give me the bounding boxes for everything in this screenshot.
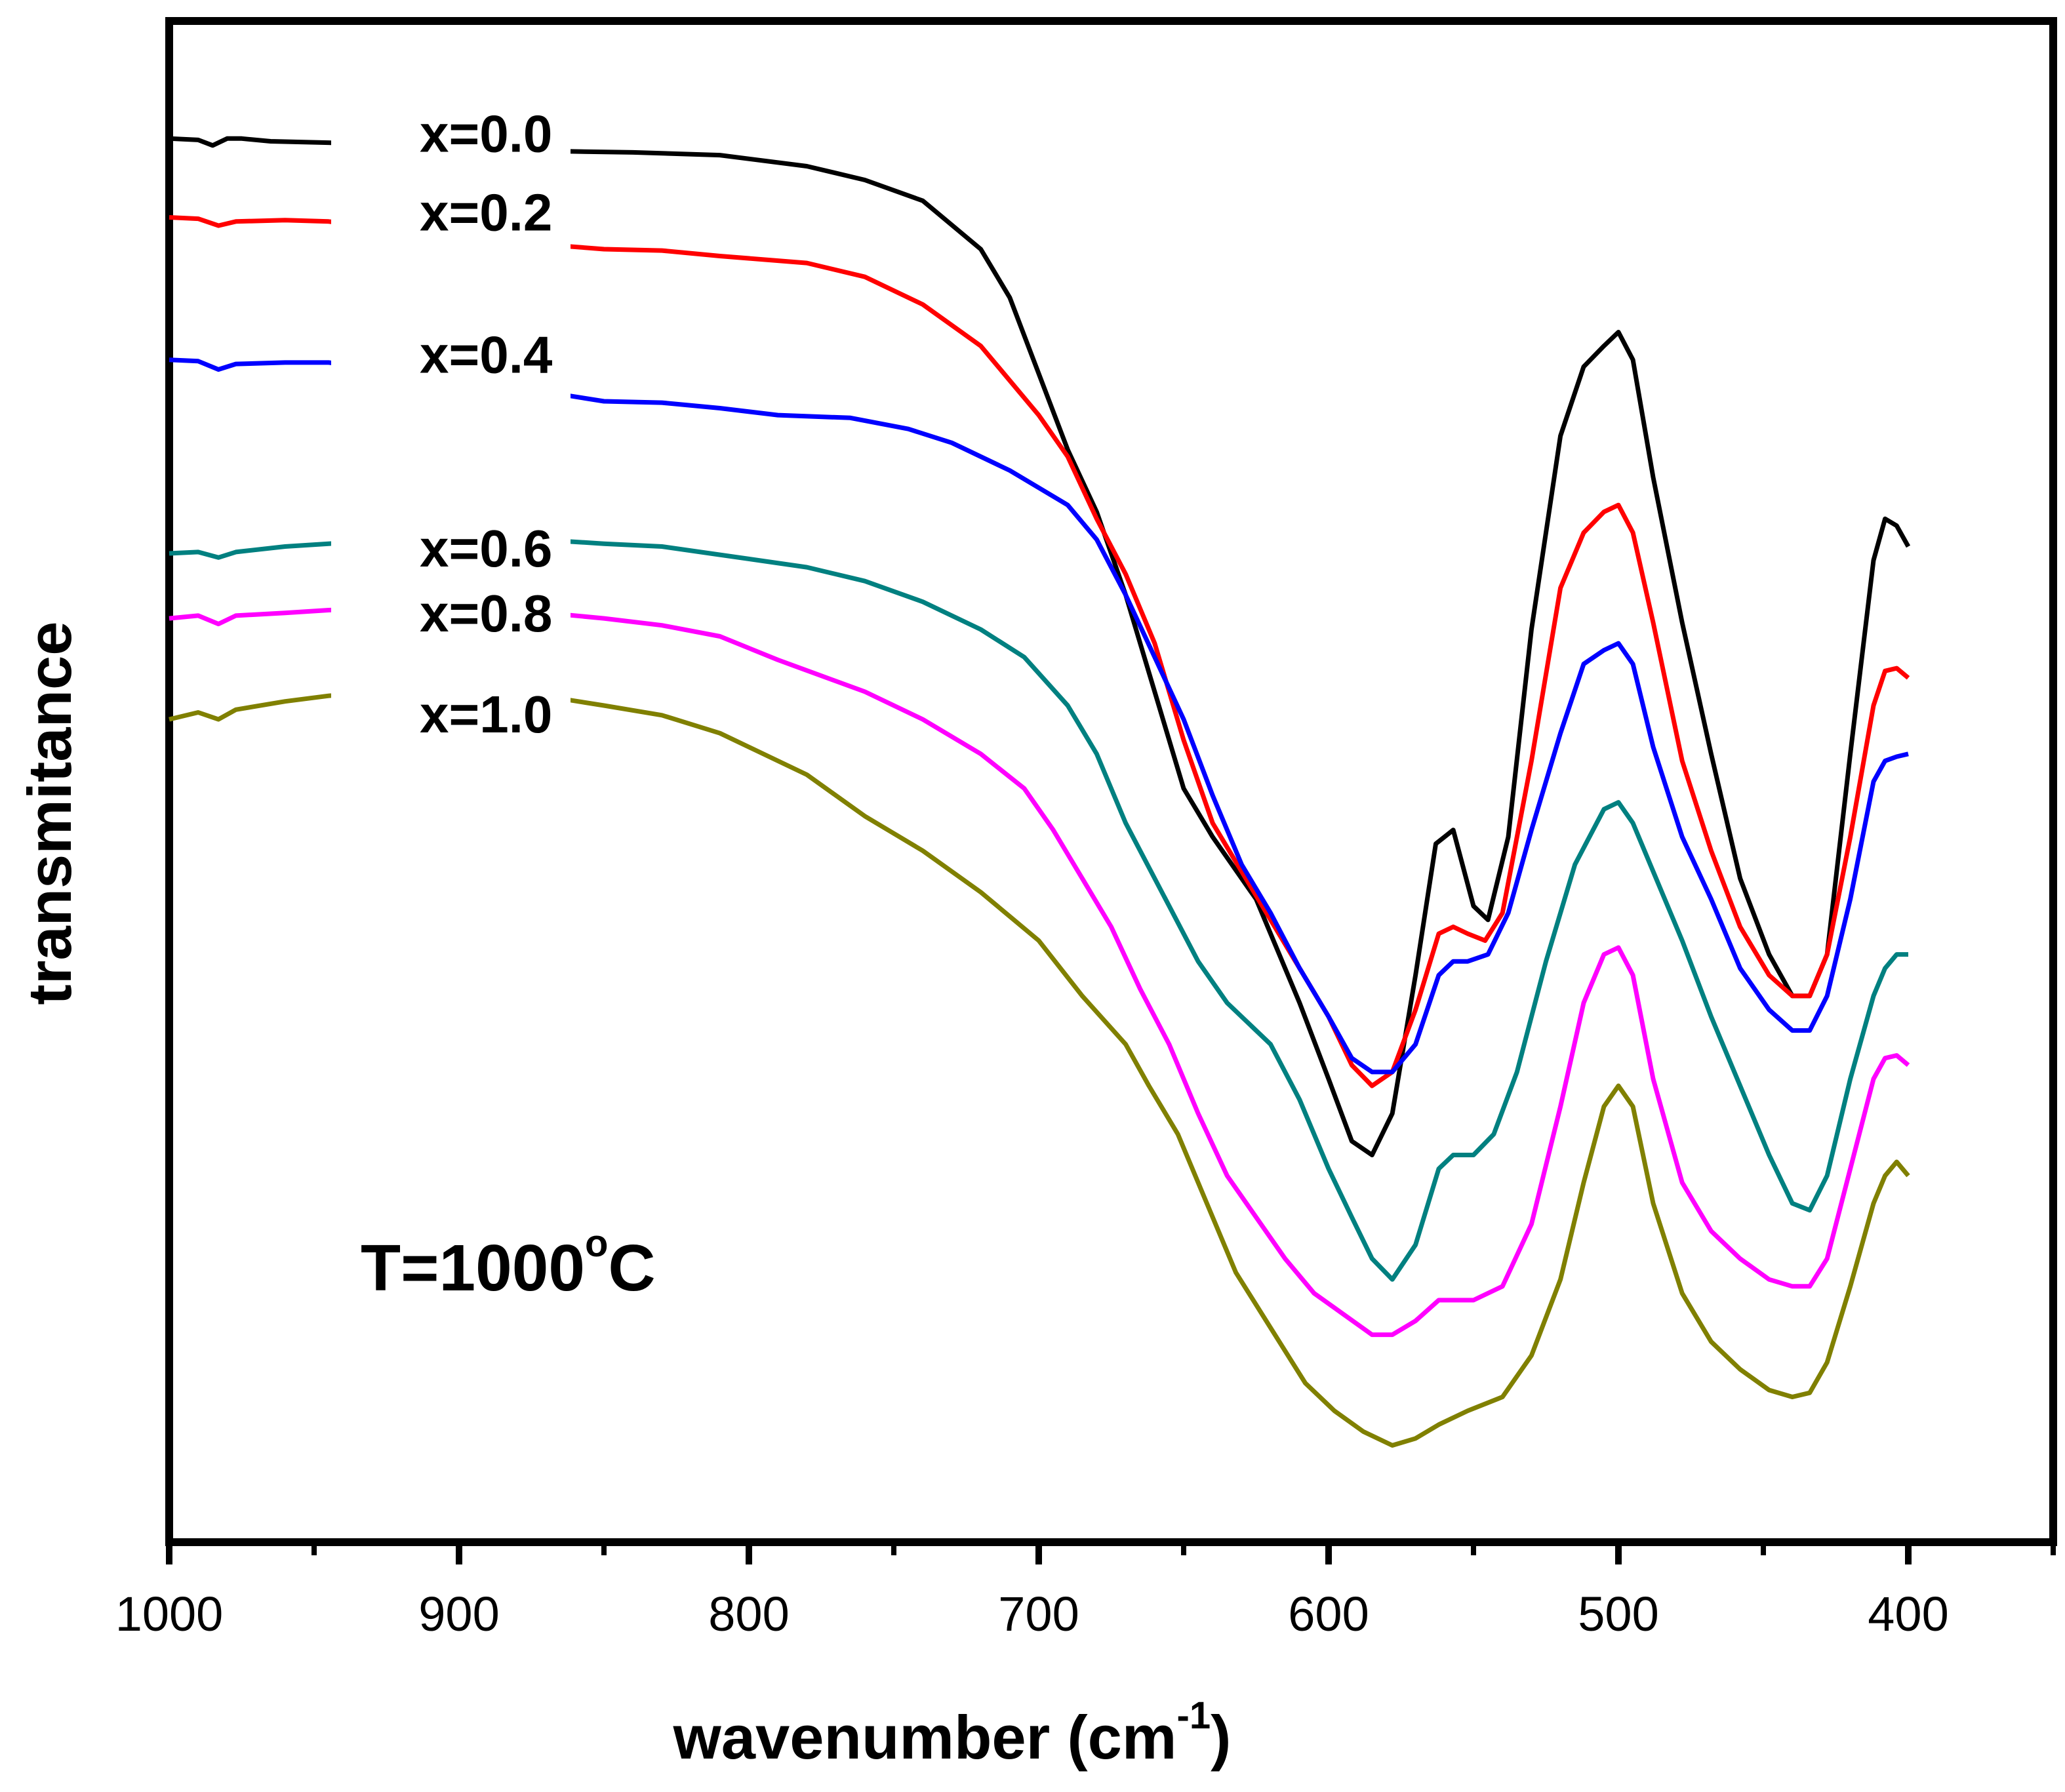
series-line-x06 bbox=[169, 536, 1908, 1282]
legend: x=0.0 x=0.2 x=0.4 x=0.6 x=0.8 x=1.0 bbox=[420, 104, 553, 744]
x-tick-label-1000: 1000 bbox=[115, 1587, 224, 1641]
temperature-annotation-main: T=1000 bbox=[361, 1231, 585, 1305]
x-tick-label-700: 700 bbox=[998, 1587, 1079, 1641]
x-axis-title-superscript: -1 bbox=[1177, 1694, 1211, 1737]
legend-label-x02: x=0.2 bbox=[420, 184, 552, 242]
x-tick-label-900: 900 bbox=[418, 1587, 499, 1641]
x-axis-ticks: 1000 900 800 700 600 500 400 bbox=[115, 1542, 2056, 1641]
x-tick-label-500: 500 bbox=[1578, 1587, 1658, 1641]
y-axis-title: transmitance bbox=[15, 621, 84, 1005]
legend-label-x08: x=0.8 bbox=[420, 584, 552, 643]
x-axis-title-close: ) bbox=[1211, 1703, 1231, 1772]
legend-label-x04: x=0.4 bbox=[420, 326, 553, 384]
series-line-x02 bbox=[169, 215, 1910, 1088]
series-line-x08 bbox=[169, 605, 1910, 1338]
x-axis-title: wavenumber (cm-1) bbox=[673, 1694, 1232, 1772]
legend-label-x00: x=0.0 bbox=[420, 104, 552, 163]
temperature-annotation: T=1000oC bbox=[361, 1222, 656, 1305]
x-tick-label-800: 800 bbox=[708, 1587, 789, 1641]
temperature-annotation-degree: o bbox=[585, 1222, 608, 1265]
plot-frame bbox=[165, 17, 2057, 1546]
x-tick-label-600: 600 bbox=[1288, 1587, 1369, 1641]
temperature-annotation-unit: C bbox=[608, 1231, 655, 1305]
x-axis-title-main: wavenumber (cm bbox=[673, 1703, 1177, 1772]
legend-label-x06: x=0.6 bbox=[420, 519, 552, 578]
series-line-x04 bbox=[169, 357, 1909, 1075]
legend-label-x10: x=1.0 bbox=[420, 685, 552, 744]
x-tick-label-400: 400 bbox=[1868, 1587, 1948, 1641]
